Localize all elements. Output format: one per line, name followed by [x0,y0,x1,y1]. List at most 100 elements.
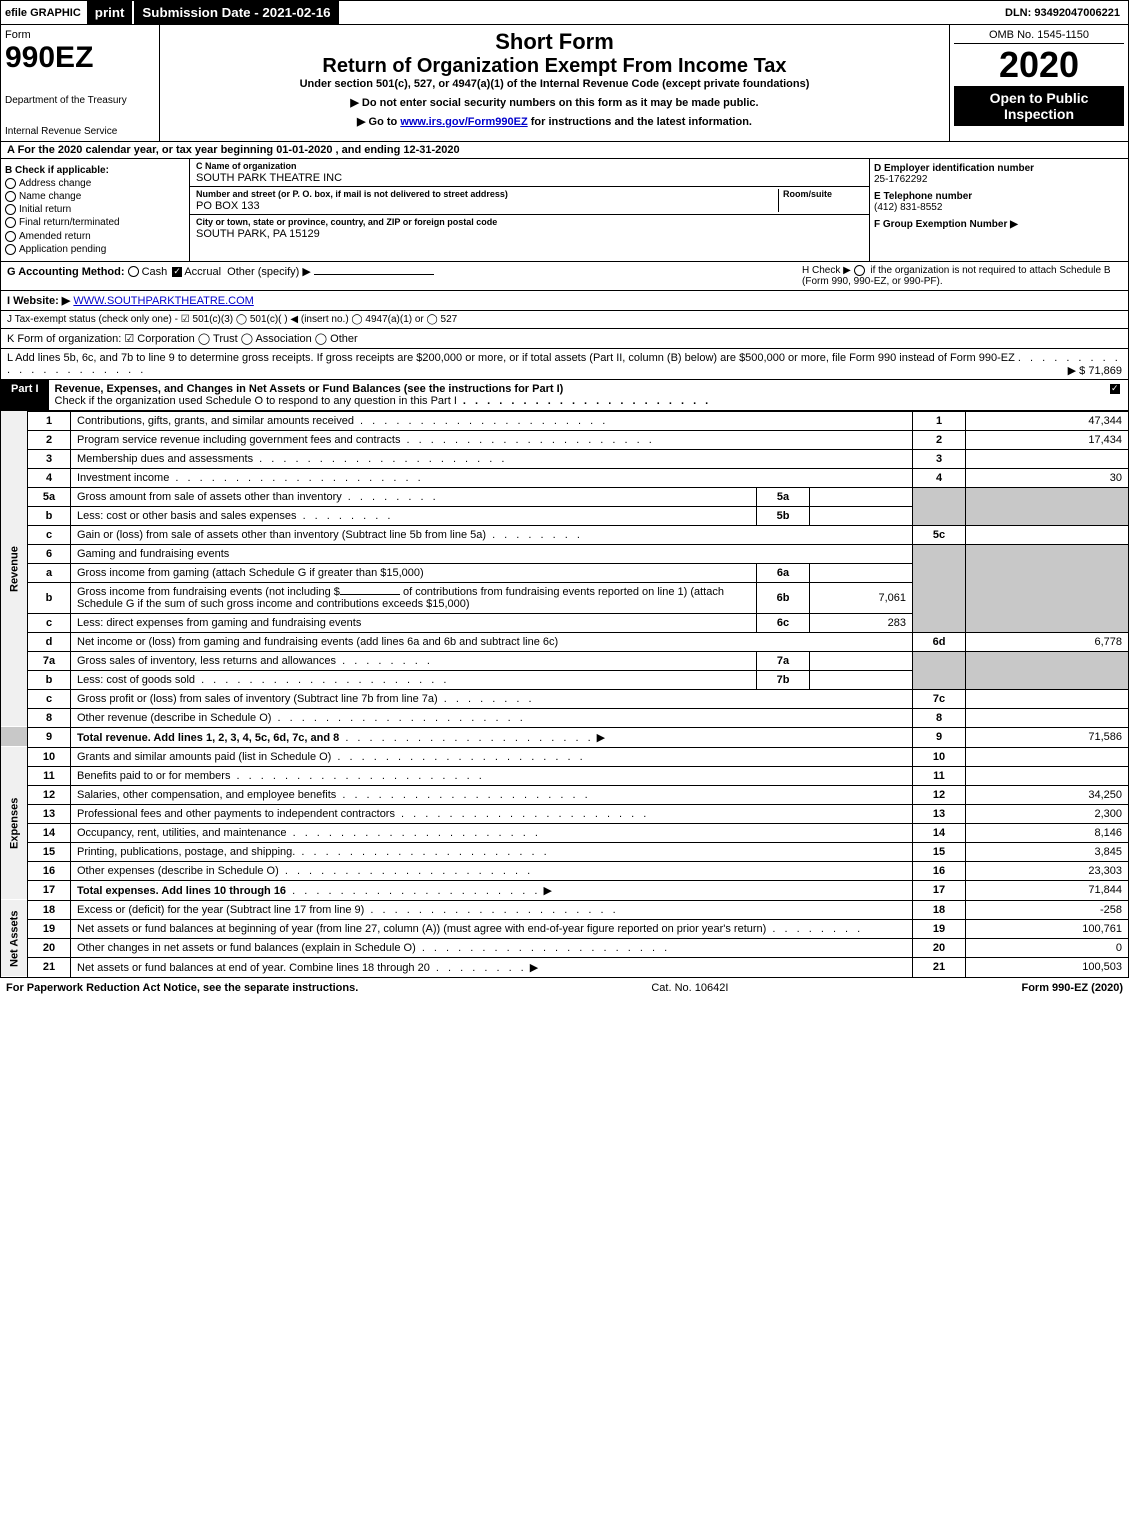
col-no: 11 [913,766,966,785]
line-amount: 3,845 [966,842,1129,861]
lineno: 3 [28,449,71,468]
line-desc: Excess or (deficit) for the year (Subtra… [77,904,619,916]
lineno: 11 [28,766,71,785]
sub-col: 5a [757,487,810,506]
part-i-check[interactable] [1110,384,1120,394]
line-amount: -258 [966,900,1129,919]
line-desc: Gross income from gaming (attach Schedul… [71,563,757,582]
row-g-h: G Accounting Method: Cash Accrual Other … [0,262,1129,291]
form-number: 990EZ [5,41,155,75]
opt-amended: Amended return [19,231,91,242]
tax-year: 2020 [954,44,1124,86]
side-label-net-assets: Net Assets [1,900,28,977]
section-b-checkboxes: B Check if applicable: Address change Na… [1,159,190,261]
row-j-tax-exempt: J Tax-exempt status (check only one) - ☑… [0,311,1129,329]
check-cash[interactable] [128,266,139,277]
line-desc: Program service revenue including govern… [77,434,655,446]
header-left: Form 990EZ Department of the Treasury In… [1,25,160,141]
lineno: 10 [28,747,71,766]
lineno: 15 [28,842,71,861]
col-no: 18 [913,900,966,919]
table-row: 7a Gross sales of inventory, less return… [1,651,1129,670]
lineno: 13 [28,804,71,823]
footer-catalog: Cat. No. 10642I [651,982,728,994]
lineno: 2 [28,430,71,449]
lineno: 6 [28,544,71,563]
line-desc: Membership dues and assessments [77,453,507,465]
line-desc: Total expenses. Add lines 10 through 16 [77,885,286,897]
header-right: OMB No. 1545-1150 2020 Open to Public In… [950,25,1128,141]
footer-left: For Paperwork Reduction Act Notice, see … [6,982,358,994]
table-row: 17 Total expenses. Add lines 10 through … [1,880,1129,900]
submission-date-button[interactable]: Submission Date - 2021-02-16 [134,1,338,24]
table-row: 19 Net assets or fund balances at beginn… [1,919,1129,938]
department-label: Department of the Treasury [5,95,155,106]
col-no: 10 [913,747,966,766]
col-no: 12 [913,785,966,804]
lineno: 4 [28,468,71,487]
col-no: 8 [913,708,966,727]
table-row: 5a Gross amount from sale of assets othe… [1,487,1129,506]
col-no: 19 [913,919,966,938]
check-amended[interactable] [5,231,16,242]
c-city-lbl: City or town, state or province, country… [196,217,497,227]
return-title: Return of Organization Exempt From Incom… [164,55,945,78]
side-label-revenue: Revenue [1,411,28,727]
sub-val [810,670,913,689]
col-no: 6d [913,632,966,651]
l-amount: ▶ $ 71,869 [1068,364,1122,377]
lineno: 19 [28,919,71,938]
line-desc: Professional fees and other payments to … [77,808,649,820]
table-row: 2 Program service revenue including gove… [1,430,1129,449]
top-bar: efile GRAPHIC print Submission Date - 20… [0,0,1129,25]
lineno: 12 [28,785,71,804]
check-address-change[interactable] [5,178,16,189]
h-pre: H Check ▶ [802,265,854,276]
table-row: d Net income or (loss) from gaming and f… [1,632,1129,651]
line-amount [966,525,1129,544]
print-button[interactable]: print [87,1,133,24]
lineno: 16 [28,861,71,880]
row-i-website: I Website: ▶ WWW.SOUTHPARKTHEATRE.COM [0,291,1129,311]
line-amount: 17,434 [966,430,1129,449]
irs-link[interactable]: www.irs.gov/Form990EZ [400,116,527,128]
check-name-change[interactable] [5,191,16,202]
sub-col: 6a [757,563,810,582]
line-amount: 8,146 [966,823,1129,842]
check-h[interactable] [854,265,865,276]
page-footer: For Paperwork Reduction Act Notice, see … [0,978,1129,998]
check-initial-return[interactable] [5,204,16,215]
sub-val: 7,061 [810,582,913,613]
check-accrual[interactable] [172,267,182,277]
check-final-return[interactable] [5,217,16,228]
line-desc: Gross profit or (loss) from sales of inv… [77,693,535,705]
d-ein-lbl: D Employer identification number [874,163,1034,174]
line-desc: Net assets or fund balances at end of ye… [77,962,527,974]
part-i-title: Revenue, Expenses, and Changes in Net As… [55,383,564,395]
header-mid: Short Form Return of Organization Exempt… [160,25,950,141]
part-i-table: Revenue 1 Contributions, gifts, grants, … [0,411,1129,978]
check-pending[interactable] [5,244,16,255]
opt-pending: Application pending [19,244,106,255]
line-desc: Gaming and fundraising events [71,544,913,563]
col-no: 1 [913,411,966,430]
lineno: 20 [28,938,71,957]
col-no: 16 [913,861,966,880]
lineno: 8 [28,708,71,727]
omb-number: OMB No. 1545-1150 [954,29,1124,44]
i-label: I Website: ▶ [7,295,70,307]
line-desc: Grants and similar amounts paid (list in… [77,751,586,763]
line-amount: 100,761 [966,919,1129,938]
table-row: 4 Investment income 4 30 [1,468,1129,487]
line-desc: Investment income [77,472,424,484]
l-text: L Add lines 5b, 6c, and 7b to line 9 to … [7,352,1015,364]
lineno: b [28,670,71,689]
sub-col: 5b [757,506,810,525]
line-desc: Gross sales of inventory, less returns a… [77,655,433,667]
line-amount: 71,844 [966,880,1129,900]
line-desc: Less: cost or other basis and sales expe… [77,510,393,522]
table-row: 8 Other revenue (describe in Schedule O)… [1,708,1129,727]
table-row: Revenue 1 Contributions, gifts, grants, … [1,411,1129,430]
website-link[interactable]: WWW.SOUTHPARKTHEATRE.COM [73,295,253,307]
line-desc: Benefits paid to or for members [77,770,485,782]
